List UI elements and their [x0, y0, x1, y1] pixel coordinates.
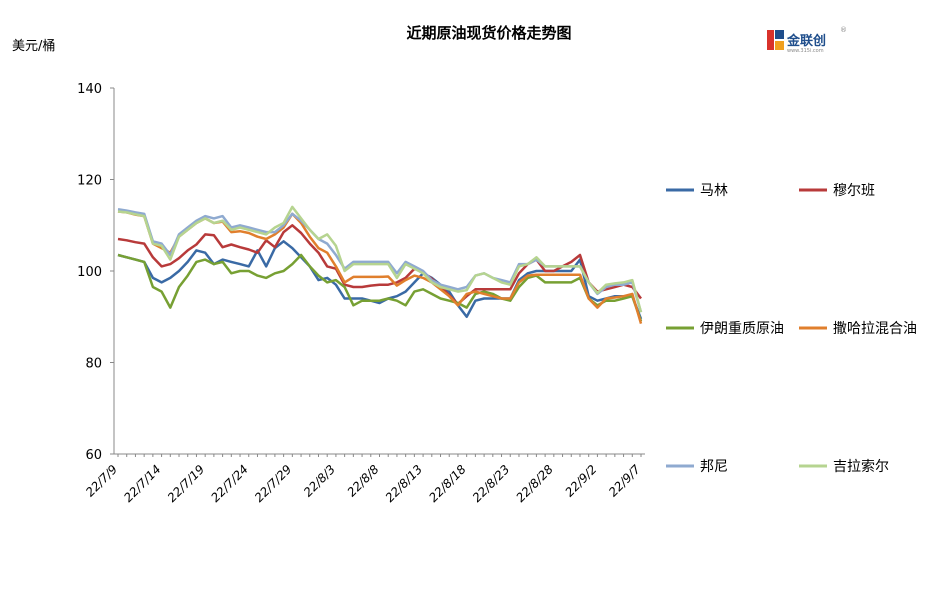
y-tick-label: 80 — [85, 357, 102, 372]
plot-area — [117, 205, 643, 324]
x-tick-label: 22/9/7 — [606, 462, 643, 499]
x-tick-label: 22/7/9 — [83, 462, 120, 499]
x-tick-label: 22/7/14 — [121, 462, 164, 505]
x-tick-label: 22/8/13 — [383, 462, 426, 505]
legend-label: 撒哈拉混合油 — [833, 321, 917, 337]
y-tick-label: 100 — [77, 265, 102, 280]
y-tick-label: 140 — [77, 82, 102, 97]
x-tick-label: 22/8/8 — [344, 462, 381, 499]
series-line-0 — [117, 240, 643, 320]
chart-title: 近期原油现货价格走势图 — [406, 24, 571, 42]
legend-label: 吉拉索尔 — [833, 458, 889, 475]
legend-label: 马林 — [700, 183, 728, 199]
x-tick-label: 22/8/3 — [301, 462, 338, 499]
x-tick-label: 22/7/19 — [165, 462, 208, 505]
y-axis-label: 美元/桶 — [12, 39, 55, 54]
x-tick-label: 22/8/28 — [513, 462, 556, 505]
x-tick-label: 22/7/29 — [252, 462, 295, 505]
logo: 金联创 www.315i.com ® — [767, 26, 847, 54]
series-line-2 — [117, 253, 643, 322]
logo-subtext: www.315i.com — [787, 48, 824, 54]
logo-text: 金联创 — [786, 33, 826, 49]
legend-label: 邦尼 — [700, 459, 728, 475]
logo-registered-mark: ® — [840, 26, 847, 34]
legend-label: 穆尔班 — [833, 183, 875, 199]
x-tick-label: 22/7/24 — [208, 462, 251, 505]
x-tick-label: 22/8/18 — [426, 462, 469, 505]
y-tick-label: 60 — [85, 448, 102, 463]
x-tick-label: 22/8/23 — [470, 462, 513, 505]
series-line-1 — [117, 224, 642, 306]
series-line-5 — [117, 205, 643, 313]
logo-mark-icon — [767, 30, 774, 50]
y-tick-label: 120 — [77, 174, 102, 189]
x-tick-label: 22/9/2 — [562, 462, 599, 499]
legend-label: 伊朗重质原油 — [700, 321, 784, 337]
